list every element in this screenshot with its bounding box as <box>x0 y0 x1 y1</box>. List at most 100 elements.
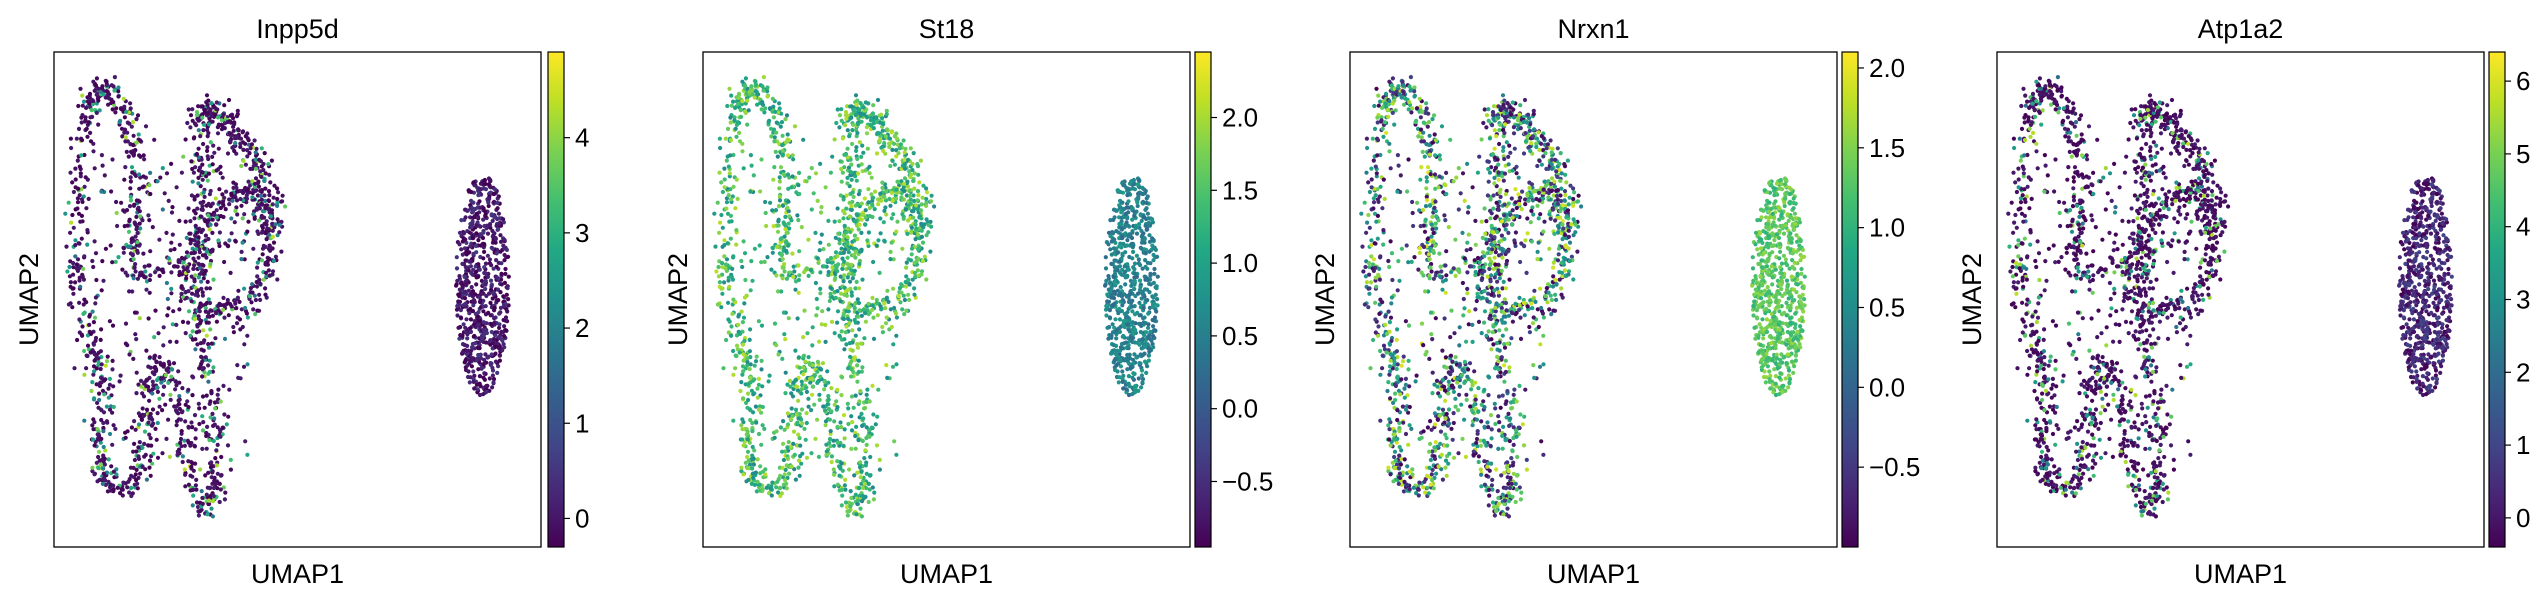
scatter-point <box>904 308 909 313</box>
scatter-point <box>720 286 725 291</box>
scatter-point <box>1126 199 1131 204</box>
scatter-point <box>188 237 193 242</box>
scatter-point <box>207 286 213 291</box>
scatter-point <box>239 307 244 312</box>
scatter-point <box>254 284 260 289</box>
scatter-point <box>207 227 212 232</box>
scatter-point <box>467 230 472 235</box>
scatter-point <box>752 377 757 382</box>
scatter-point <box>504 292 509 297</box>
scatter-point <box>916 256 921 261</box>
scatter-point <box>200 495 205 501</box>
scatter-point <box>110 410 115 415</box>
scatter-point <box>241 158 246 163</box>
scatter-point <box>164 436 169 441</box>
scatter-point <box>881 220 886 225</box>
scatter-point <box>192 233 198 238</box>
scatter-point <box>469 285 474 290</box>
scatter-point <box>179 429 184 434</box>
scatter-point <box>840 493 845 498</box>
scatter-point <box>783 337 788 342</box>
scatter-point <box>1134 253 1139 258</box>
scatter-point <box>70 212 75 218</box>
scatter-point <box>251 246 256 251</box>
scatter-point <box>876 238 881 243</box>
scatter-point <box>791 264 796 269</box>
scatter-point <box>849 394 855 399</box>
scatter-point <box>206 297 211 302</box>
scatter-point <box>854 424 859 429</box>
scatter-point <box>260 246 266 251</box>
scatter-point <box>202 194 207 199</box>
scatter-point <box>137 243 142 248</box>
scatter-point <box>132 310 138 315</box>
scatter-point <box>125 273 130 278</box>
scatter-point <box>66 302 71 307</box>
scatter-point <box>810 392 815 397</box>
scatter-point <box>756 376 762 381</box>
scatter-point <box>841 263 846 268</box>
scatter-point <box>850 141 855 147</box>
scatter-point <box>835 387 840 392</box>
scatter-point <box>782 332 787 337</box>
scatter-point <box>850 276 855 281</box>
scatter-point <box>111 404 116 410</box>
scatter-point <box>77 300 82 305</box>
scatter-point <box>776 289 781 294</box>
scatter-point <box>144 287 149 292</box>
scatter-point <box>814 296 819 302</box>
scatter-point <box>123 139 128 144</box>
scatter-point <box>109 464 114 469</box>
scatter-point <box>90 423 95 428</box>
scatter-point <box>210 514 215 519</box>
scatter-point <box>83 115 88 120</box>
scatter-point <box>902 181 907 186</box>
scatter-point <box>206 98 211 103</box>
scatter-point <box>233 239 238 244</box>
scatter-point <box>864 115 870 120</box>
scatter-point <box>92 472 97 477</box>
scatter-point <box>867 164 872 169</box>
scatter-point <box>157 237 162 242</box>
scatter-point <box>191 468 196 473</box>
scatter-point <box>766 379 771 384</box>
scatter-point <box>214 222 219 227</box>
scatter-point <box>888 203 893 208</box>
scatter-point <box>253 181 258 186</box>
scatter-point <box>734 343 740 348</box>
scatter-point <box>790 394 796 399</box>
scatter-point <box>132 172 137 177</box>
scatter-point <box>206 501 211 507</box>
scatter-point <box>240 190 246 195</box>
scatter-point <box>475 390 480 395</box>
scatter-point <box>918 208 924 213</box>
scatter-point <box>134 391 139 396</box>
scatter-point <box>759 323 765 328</box>
scatter-point <box>884 108 889 113</box>
scatter-point <box>464 351 469 357</box>
scatter-point <box>801 365 806 370</box>
scatter-point <box>196 181 201 186</box>
scatter-point <box>472 215 477 220</box>
scatter-point <box>838 299 843 304</box>
scatter-point <box>843 500 849 505</box>
scatter-point <box>468 264 473 269</box>
scatter-point <box>909 246 915 251</box>
scatter-point <box>159 268 165 273</box>
scatter-point <box>76 211 82 216</box>
scatter-point <box>231 324 236 330</box>
scatter-point <box>208 261 213 267</box>
scatter-point <box>492 199 497 204</box>
scatter-point <box>849 446 854 451</box>
scatter-point <box>919 202 924 207</box>
scatter-point <box>84 105 89 110</box>
scatter-point <box>192 279 197 284</box>
scatter-point <box>100 84 105 89</box>
scatter-point <box>915 162 920 167</box>
scatter-point <box>842 347 847 352</box>
scatter-point <box>142 157 147 162</box>
scatter-point <box>150 407 156 412</box>
scatter-point <box>87 91 93 96</box>
scatter-point <box>732 115 737 120</box>
scatter-point <box>815 359 821 364</box>
